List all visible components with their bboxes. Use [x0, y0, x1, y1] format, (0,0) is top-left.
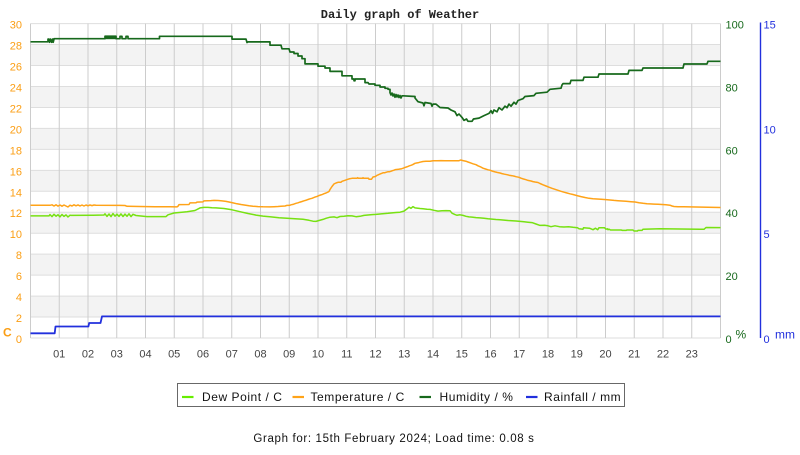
- svg-text:12: 12: [369, 348, 381, 360]
- svg-text:100: 100: [726, 20, 744, 32]
- svg-text:10: 10: [312, 348, 324, 360]
- svg-text:%: %: [736, 327, 747, 341]
- svg-text:14: 14: [10, 187, 22, 199]
- svg-text:0: 0: [16, 334, 22, 346]
- svg-text:60: 60: [726, 145, 738, 157]
- svg-text:8: 8: [16, 250, 22, 262]
- svg-text:6: 6: [16, 271, 22, 283]
- svg-text:28: 28: [10, 41, 22, 53]
- svg-text:03: 03: [111, 348, 123, 360]
- svg-text:20: 20: [599, 348, 611, 360]
- svg-text:12: 12: [10, 208, 22, 220]
- svg-text:23: 23: [686, 348, 698, 360]
- svg-text:16: 16: [484, 348, 496, 360]
- svg-text:20: 20: [10, 124, 22, 136]
- svg-text:18: 18: [542, 348, 554, 360]
- svg-text:Temperature / C: Temperature / C: [311, 390, 405, 404]
- svg-text:19: 19: [571, 348, 583, 360]
- svg-text:08: 08: [254, 348, 266, 360]
- svg-text:2: 2: [16, 313, 22, 325]
- svg-text:mm: mm: [775, 328, 795, 342]
- svg-text:05: 05: [168, 348, 180, 360]
- svg-text:Humidity / %: Humidity / %: [440, 390, 514, 404]
- svg-text:30: 30: [10, 20, 22, 32]
- svg-text:80: 80: [726, 83, 738, 95]
- svg-text:14: 14: [427, 348, 439, 360]
- svg-text:06: 06: [197, 348, 209, 360]
- svg-text:0: 0: [764, 334, 770, 346]
- svg-text:04: 04: [139, 348, 151, 360]
- svg-text:4: 4: [16, 292, 22, 304]
- svg-text:07: 07: [226, 348, 238, 360]
- svg-text:10: 10: [10, 229, 22, 241]
- svg-text:01: 01: [53, 348, 65, 360]
- svg-text:11: 11: [341, 348, 352, 360]
- svg-text:40: 40: [726, 208, 738, 220]
- svg-text:20: 20: [726, 271, 738, 283]
- svg-text:0: 0: [726, 334, 732, 346]
- svg-text:10: 10: [764, 124, 776, 136]
- svg-text:Rainfall / mm: Rainfall / mm: [544, 390, 621, 404]
- svg-text:5: 5: [764, 229, 770, 241]
- svg-text:16: 16: [10, 166, 22, 178]
- svg-text:13: 13: [398, 348, 410, 360]
- svg-text:21: 21: [628, 348, 640, 360]
- svg-text:Graph for: 15th February 2024;: Graph for: 15th February 2024; Load time…: [253, 433, 534, 445]
- svg-text:15: 15: [764, 20, 776, 32]
- svg-text:24: 24: [10, 83, 22, 95]
- svg-text:22: 22: [657, 348, 669, 360]
- svg-text:17: 17: [513, 348, 525, 360]
- svg-text:09: 09: [283, 348, 295, 360]
- svg-text:18: 18: [10, 145, 22, 157]
- svg-text:Dew Point / C: Dew Point / C: [202, 390, 283, 404]
- svg-text:02: 02: [82, 348, 94, 360]
- svg-text:Daily graph of Weather: Daily graph of Weather: [321, 8, 479, 22]
- svg-text:22: 22: [10, 103, 22, 115]
- svg-text:26: 26: [10, 62, 22, 74]
- svg-text:15: 15: [456, 348, 468, 360]
- svg-text:C: C: [3, 326, 12, 340]
